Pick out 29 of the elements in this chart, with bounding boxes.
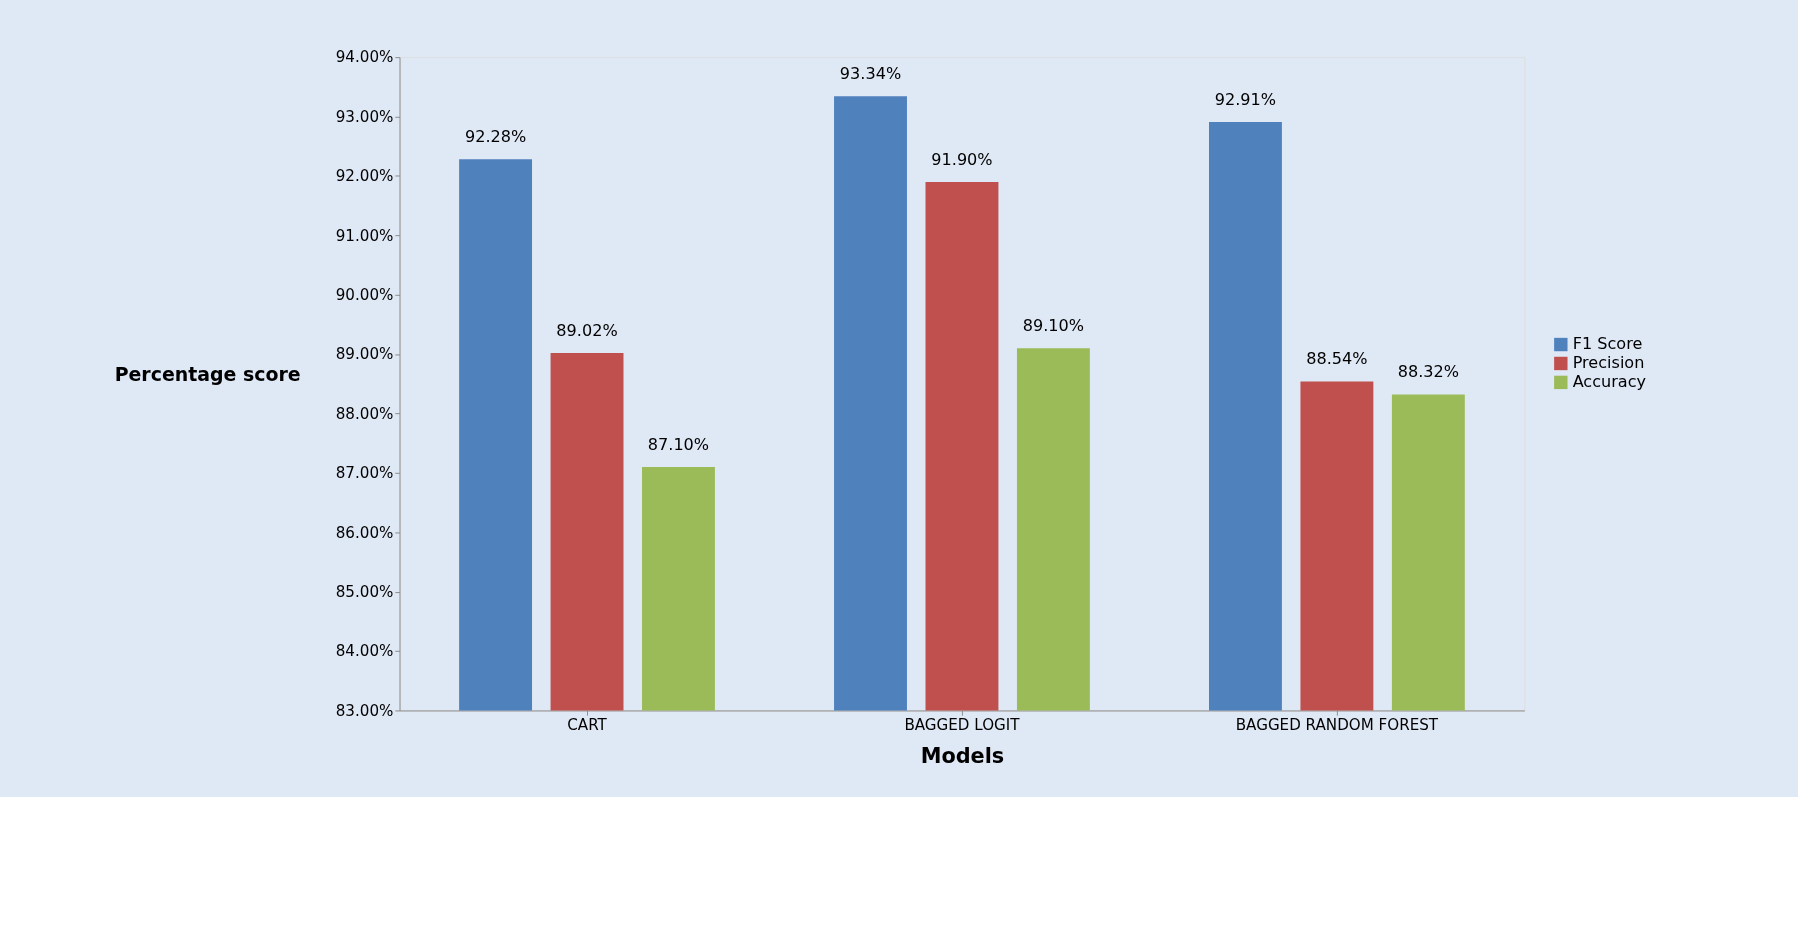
- legend-label: Precision: [1572, 353, 1645, 373]
- data-label: 89.02%: [556, 320, 618, 340]
- x-tick-label: BAGGED LOGIT: [904, 715, 1021, 734]
- x-tick-label: BAGGED RANDOM FOREST: [1235, 715, 1439, 734]
- data-label: 87.10%: [647, 434, 710, 454]
- x-tick-label: CART: [567, 715, 608, 734]
- data-label: 91.90%: [931, 149, 993, 169]
- y-tick-label: 92.00%: [335, 167, 394, 186]
- y-tick-label: 93.00%: [335, 107, 394, 126]
- y-tick-label: 84.00%: [335, 642, 394, 661]
- y-tick-label: 86.00%: [335, 523, 394, 542]
- y-tick-label: 90.00%: [335, 285, 394, 304]
- data-label: 92.28%: [464, 127, 527, 147]
- data-label: 88.32%: [1397, 362, 1460, 382]
- legend-label: F1 Score: [1572, 334, 1643, 354]
- data-label: 89.10%: [1022, 316, 1085, 336]
- y-tick-label: 83.00%: [335, 701, 394, 720]
- legend-label: Accuracy: [1572, 372, 1647, 392]
- y-tick-label: 94.00%: [335, 48, 394, 67]
- y-axis-title: Percentage score: [114, 362, 301, 385]
- x-axis-title: Models: [920, 744, 1005, 769]
- y-tick-label: 88.00%: [335, 404, 394, 423]
- y-tick-label: 89.00%: [335, 345, 394, 364]
- y-tick-label: 87.00%: [335, 464, 394, 483]
- data-label: 93.34%: [839, 64, 902, 84]
- y-tick-label: 91.00%: [335, 226, 394, 245]
- data-label: 88.54%: [1306, 349, 1368, 369]
- data-label: 92.91%: [1214, 89, 1277, 109]
- y-tick-label: 85.00%: [335, 582, 394, 601]
